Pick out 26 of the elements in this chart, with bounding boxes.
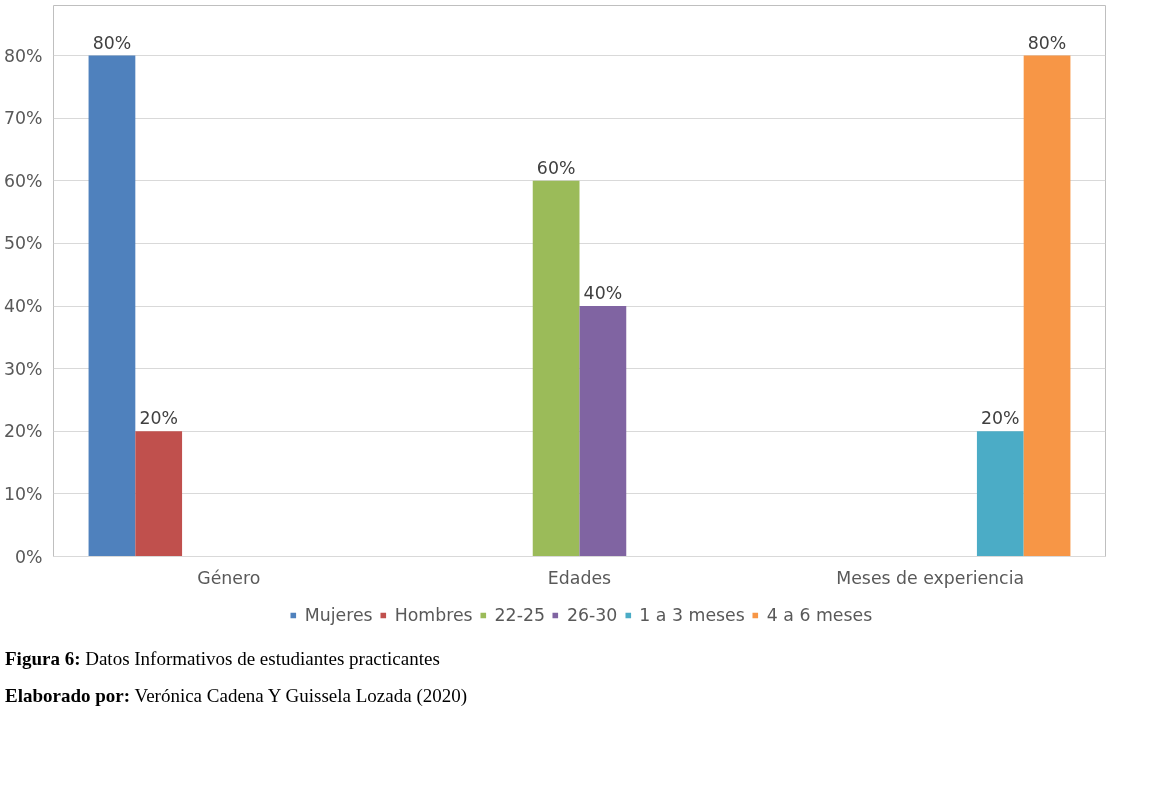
y-tick-label: 10%: [3, 483, 43, 504]
data-label: 80%: [92, 32, 132, 53]
data-label: 60%: [536, 157, 576, 178]
y-tick-label: 70%: [3, 108, 43, 129]
data-label: 80%: [1027, 32, 1067, 53]
data-label: 40%: [583, 283, 623, 304]
x-tick-label: Edades: [547, 567, 612, 588]
y-tick-label: 60%: [3, 170, 43, 191]
x-tick-label: Género: [197, 567, 261, 588]
text: Figura 6: Datos Informativos de estudiantes practicantes: [5, 647, 440, 671]
text: Elaborado por: Verónica Cadena Y Guissela Lozada (2020): [5, 684, 468, 709]
y-tick-label: 80%: [3, 45, 43, 66]
legend-label: Hombres: [394, 605, 473, 625]
data-label: 20%: [981, 408, 1020, 429]
legend-label: 4 a 6 meses: [766, 605, 873, 625]
legend-label: 26-30: [566, 605, 618, 625]
y-tick-label: 50%: [3, 233, 43, 254]
legend-label: 22-25: [494, 605, 545, 625]
legend-label: 1 a 3 meses: [639, 605, 745, 625]
legend-label: Mujeres: [304, 605, 373, 625]
data-label: 20%: [139, 408, 178, 429]
y-tick-label: 30%: [3, 358, 43, 379]
y-tick-label: 0%: [15, 546, 43, 567]
x-tick-label: Meses de experiencia: [836, 567, 1025, 588]
y-tick-label: 40%: [3, 296, 43, 317]
y-tick-label: 20%: [3, 421, 43, 442]
